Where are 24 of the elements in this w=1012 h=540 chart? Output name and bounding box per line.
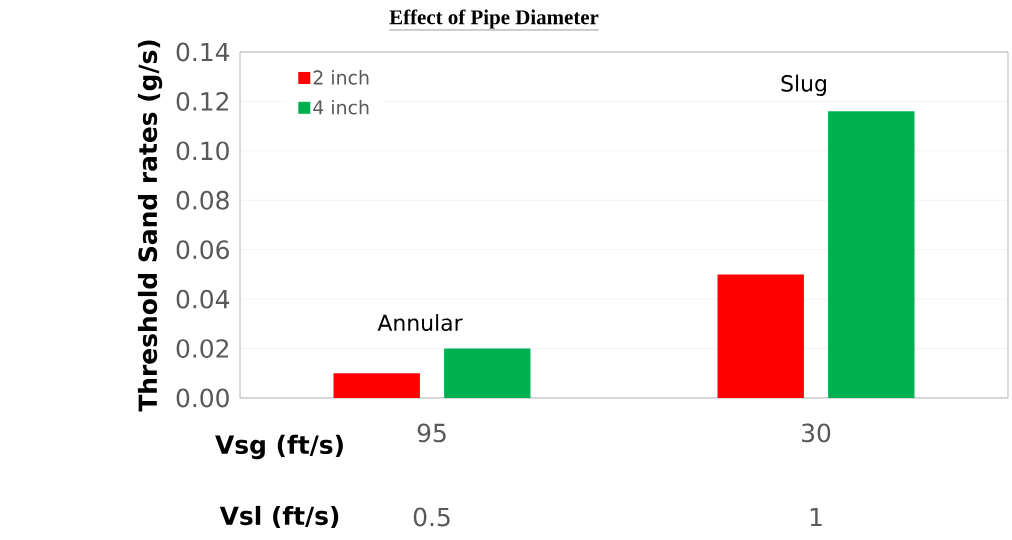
- text: Vsg (ft/s): [215, 434, 343, 460]
- annotation: Slug: [781, 74, 826, 96]
- text: Vsl (ft/s): [219, 505, 339, 529]
- y-tick-label: 0.00: [176, 388, 229, 408]
- x-tick-label: 95: [417, 423, 446, 443]
- y-tick-label: 0.04: [176, 289, 230, 309]
- y-axis-title: Threshold Sand rates (g/s): [137, 40, 163, 412]
- legend-label: 2 inch: [313, 70, 369, 85]
- y-tick-label: 0.12: [176, 92, 228, 111]
- text: 1: [810, 507, 822, 527]
- bar: [444, 348, 531, 398]
- legend-label: 4 inch: [313, 99, 369, 115]
- bar: [828, 111, 915, 398]
- y-tick-label: 0.02: [176, 339, 228, 358]
- y-tick-label: 0.10: [176, 141, 229, 161]
- y-tick-label: 0.08: [176, 190, 229, 210]
- text: 0.5: [413, 507, 450, 527]
- y-tick-label: 0.14: [176, 42, 230, 62]
- bar: [717, 274, 804, 398]
- chart-title: Effect of Pipe Diameter: [389, 9, 599, 29]
- annotation: Annular: [377, 314, 463, 332]
- x-tick-label: 30: [802, 423, 831, 443]
- bar: [333, 373, 420, 398]
- y-tick-label: 0.06: [176, 240, 229, 260]
